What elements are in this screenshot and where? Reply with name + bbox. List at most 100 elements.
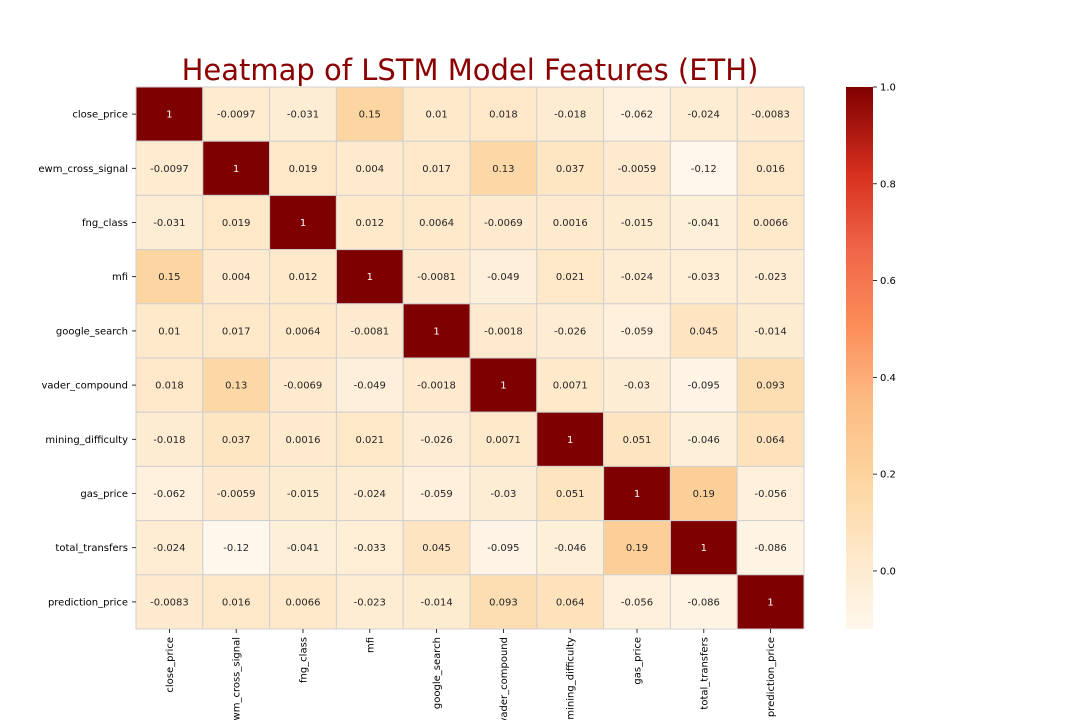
cell-value-label: 0.045 [689,326,718,337]
cell-value-label: -0.041 [688,218,720,229]
y-tick-label-mfi: mfi [112,272,128,283]
heatmap-cell-vader_compound-close_price [135,357,204,413]
cell-value-label: 0.19 [693,489,715,500]
heatmap-cell-gas_price-prediction_price [736,465,805,522]
cell-value-label: 0.004 [355,164,384,175]
heatmap-cell-prediction_price-mfi [335,574,404,630]
heatmap-cell-close_price-fng_class [269,86,337,142]
cell-value-label: 0.13 [492,164,514,175]
y-tick-label-google_search: google_search [56,326,128,337]
heatmap-cell-ewm_cross_signal-ewm_cross_signal [202,140,271,196]
heatmap-cell-close_price-prediction_price [736,86,805,142]
cell-value-label: -0.0097 [217,110,256,121]
cell-value-label: 0.15 [359,110,381,121]
cell-value-label: -0.095 [688,381,720,392]
heatmap-cell-google_search-fng_class [269,303,337,359]
colorbar-tick-label: 0.8 [880,179,896,190]
colorbar-tick-label: 0.6 [880,276,896,287]
cell-value-label: -0.018 [554,110,586,121]
heatmap-cell-vader_compound-mfi [335,357,404,413]
cell-value-label: 0.01 [158,326,180,337]
cell-value-label: 0.093 [489,597,518,608]
cell-value-label: 0.017 [422,164,451,175]
cell-value-label: 0.021 [556,272,585,283]
cell-value-label: -0.018 [153,435,185,446]
cell-value-label: 0.016 [222,597,251,608]
x-tick-labels: close_price ewm_cross_signal fng_class mfi g… [165,629,777,720]
heatmap-cell-mfi-mining_difficulty [536,249,605,305]
cell-value-label: -0.0083 [751,110,790,121]
cell-value-label: 0.019 [289,164,318,175]
y-tick-label-prediction_price: prediction_price [48,597,128,608]
cell-value-label: -0.024 [621,272,653,283]
cell-value-label: -0.059 [420,489,452,500]
cell-value-label: 0.017 [222,326,251,337]
heatmap-cell-prediction_price-close_price [135,574,204,630]
cell-value-label: -0.0059 [618,164,657,175]
heatmap-cell-fng_class-ewm_cross_signal [202,194,271,251]
cell-value-label: 1 [567,435,573,446]
heatmap-cell-prediction_price-prediction_price [736,574,805,630]
cell-value-label: -0.033 [688,272,720,283]
cell-value-label: -0.046 [688,435,720,446]
heatmap-cell-prediction_price-total_transfers [669,574,738,630]
cell-value-label: 1 [701,543,707,554]
cell-value-label: 0.19 [626,543,648,554]
cell-value-label: -0.014 [420,597,452,608]
heatmap-cell-total_transfers-fng_class [269,520,337,576]
heatmap-cell-mining_difficulty-total_transfers [669,411,738,467]
cell-value-label: -0.0069 [484,218,523,229]
cell-value-label: -0.049 [354,381,386,392]
cell-value-label: -0.026 [554,326,586,337]
cell-value-label: -0.046 [554,543,586,554]
cell-value-label: -0.056 [621,597,653,608]
cell-value-label: 1 [300,218,306,229]
cell-value-label: -0.024 [354,489,386,500]
heatmap-cell-total_transfers-google_search [402,520,471,576]
cell-value-label: 0.012 [289,272,318,283]
cell-value-label: -0.023 [754,272,786,283]
cell-value-label: 0.018 [155,381,184,392]
cell-value-label: 1 [767,597,773,608]
cell-value-label: -0.024 [153,543,185,554]
heatmap-cell-vader_compound-total_transfers [669,357,738,413]
colorbar-tick-label: 1.0 [880,83,896,94]
cell-value-label: -0.0069 [284,381,323,392]
y-tick-label-gas_price: gas_price [80,489,128,500]
heatmap-cell-close_price-close_price [135,86,204,142]
x-tick-label-prediction_price: prediction_price [766,637,777,717]
cell-value-label: 0.13 [225,381,247,392]
heatmap-cell-mining_difficulty-mining_difficulty [536,411,605,467]
x-tick-label-vader_compound: vader_compound [499,637,510,720]
cell-value-label: -0.014 [754,326,786,337]
cell-value-label: -0.015 [621,218,653,229]
x-tick-label-ewm_cross_signal: ewm_cross_signal [232,637,243,720]
x-tick-label-total_transfers: total_transfers [699,637,710,710]
x-tick-label-fng_class: fng_class [299,637,310,683]
cell-value-label: -0.0018 [484,326,523,337]
cell-value-label: 0.064 [756,435,785,446]
cell-value-label: -0.059 [621,326,653,337]
heatmap-cell-total_transfers-total_transfers [669,520,738,576]
y-tick-label-total_transfers: total_transfers [55,543,128,554]
heatmap-cell-fng_class-mining_difficulty [536,194,605,251]
cell-value-label: 0.0071 [486,435,521,446]
heatmap-cell-gas_price-total_transfers [669,465,738,522]
cell-value-label: 0.051 [556,489,585,500]
heatmap-cell-total_transfers-prediction_price [736,520,805,576]
colorbar-gradient [846,87,873,629]
heatmap-cell-ewm_cross_signal-mfi [335,140,404,196]
heatmap-cell-google_search-prediction_price [736,303,805,359]
cell-value-label: 1 [166,110,172,121]
heatmap-cell-google_search-google_search [402,303,471,359]
x-tick-label-mfi: mfi [365,637,376,653]
heatmap-cell-gas_price-mfi [335,465,404,522]
cell-value-label: -0.0059 [217,489,256,500]
heatmap-cell-close_price-ewm_cross_signal [202,86,271,142]
cell-value-label: 0.0066 [753,218,788,229]
heatmap-cell-ewm_cross_signal-gas_price [603,140,671,196]
heatmap-cell-gas_price-ewm_cross_signal [202,465,271,522]
cell-value-label: 1 [433,326,439,337]
